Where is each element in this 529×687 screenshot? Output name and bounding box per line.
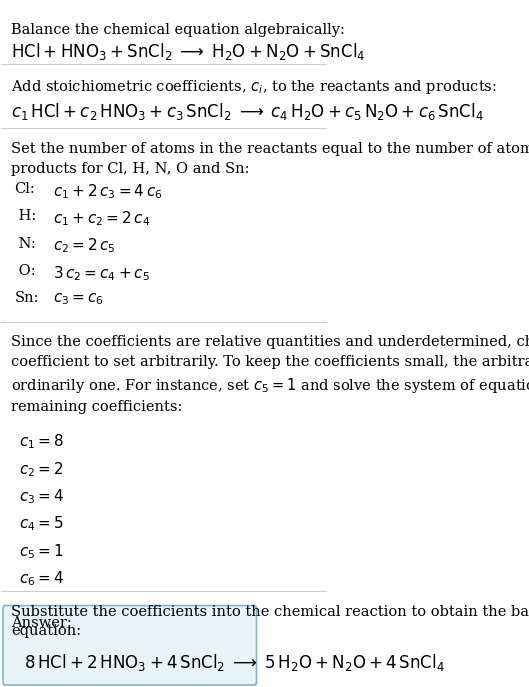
Text: $c_1 + 2\,c_3 = 4\,c_6$: $c_1 + 2\,c_3 = 4\,c_6$ <box>53 182 163 201</box>
Text: $c_4 = 5$: $c_4 = 5$ <box>19 515 64 533</box>
FancyBboxPatch shape <box>3 605 257 685</box>
Text: $c_2 = 2\,c_5$: $c_2 = 2\,c_5$ <box>53 237 116 256</box>
Text: Add stoichiometric coefficients, $c_i$, to the reactants and products:: Add stoichiometric coefficients, $c_i$, … <box>11 78 497 96</box>
Text: $c_3 = 4$: $c_3 = 4$ <box>19 487 65 506</box>
Text: Cl:: Cl: <box>14 182 35 196</box>
Text: Sn:: Sn: <box>14 291 39 306</box>
Text: Substitute the coefficients into the chemical reaction to obtain the balanced
eq: Substitute the coefficients into the che… <box>11 605 529 638</box>
Text: $8\,\mathrm{HCl} + 2\,\mathrm{HNO_3} + 4\,\mathrm{SnCl_2} \;\longrightarrow\; 5\: $8\,\mathrm{HCl} + 2\,\mathrm{HNO_3} + 4… <box>24 653 445 673</box>
Text: $c_2 = 2$: $c_2 = 2$ <box>19 460 63 479</box>
Text: Answer:: Answer: <box>11 616 72 630</box>
Text: Set the number of atoms in the reactants equal to the number of atoms in the
pro: Set the number of atoms in the reactants… <box>11 142 529 176</box>
Text: $c_5 = 1$: $c_5 = 1$ <box>19 542 64 561</box>
Text: Balance the chemical equation algebraically:: Balance the chemical equation algebraica… <box>11 23 345 37</box>
Text: N:: N: <box>14 237 37 251</box>
Text: $c_6 = 4$: $c_6 = 4$ <box>19 570 65 588</box>
Text: O:: O: <box>14 264 36 278</box>
Text: $c_3 = c_6$: $c_3 = c_6$ <box>53 291 104 307</box>
Text: $c_1 + c_2 = 2\,c_4$: $c_1 + c_2 = 2\,c_4$ <box>53 210 151 228</box>
Text: $c_1 = 8$: $c_1 = 8$ <box>19 432 64 451</box>
Text: Since the coefficients are relative quantities and underdetermined, choose a
coe: Since the coefficients are relative quan… <box>11 335 529 414</box>
Text: H:: H: <box>14 210 37 223</box>
Text: $\mathrm{HCl + HNO_3 + SnCl_2 \;\longrightarrow\; H_2O + N_2O + SnCl_4}$: $\mathrm{HCl + HNO_3 + SnCl_2 \;\longrig… <box>11 41 366 62</box>
Text: $c_1\,\mathrm{HCl} + c_2\,\mathrm{HNO_3} + c_3\,\mathrm{SnCl_2} \;\longrightarro: $c_1\,\mathrm{HCl} + c_2\,\mathrm{HNO_3}… <box>11 100 484 122</box>
Text: $3\,c_2 = c_4 + c_5$: $3\,c_2 = c_4 + c_5$ <box>53 264 150 283</box>
